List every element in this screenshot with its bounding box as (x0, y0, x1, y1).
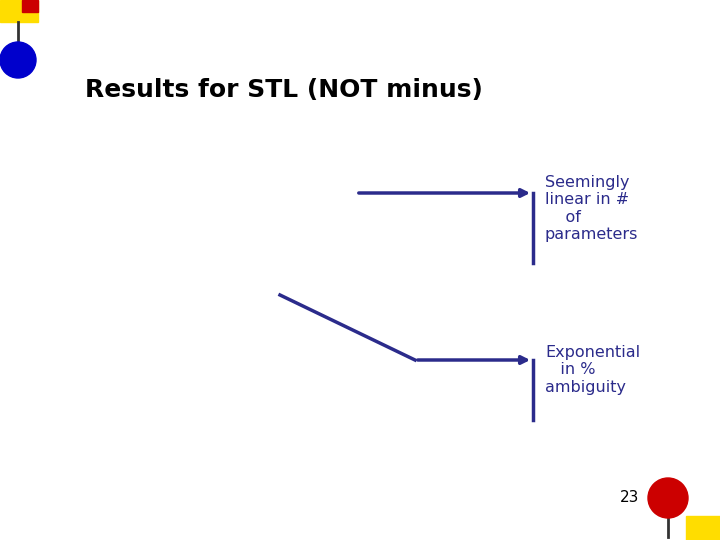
Bar (22, 0, 38, 12)
Bar (686, 516, 720, 540)
Text: Exponential
   in %
ambiguity: Exponential in % ambiguity (545, 345, 640, 395)
Bar (0, 0, 38, 22)
Circle shape (648, 478, 688, 518)
Text: Seemingly
linear in #
    of
parameters: Seemingly linear in # of parameters (545, 175, 639, 242)
Text: 23: 23 (621, 489, 639, 504)
Text: Results for STL (NOT minus): Results for STL (NOT minus) (85, 78, 483, 102)
Circle shape (0, 42, 36, 78)
